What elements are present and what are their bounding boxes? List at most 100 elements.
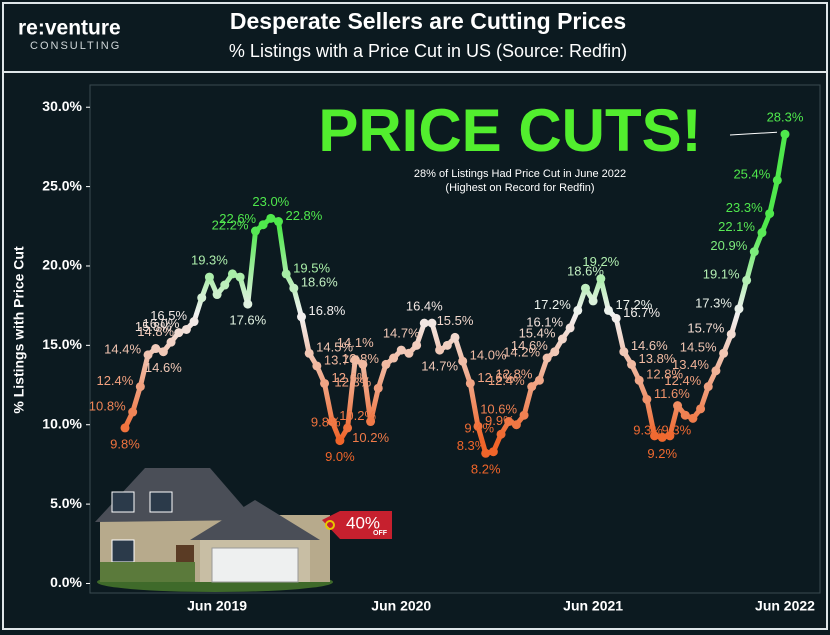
data-label: 15.4% [519,325,556,340]
y-tick-label: 30.0% [42,98,82,114]
data-label: 14.0% [470,348,507,363]
data-label: 9.9% [485,413,515,428]
data-label: 19.2% [582,254,619,269]
data-label: 16.0% [143,316,180,331]
point [473,421,483,431]
point [181,324,191,334]
data-label: 14.1% [337,335,374,350]
data-label: 12.6% [332,370,369,385]
data-label: 16.4% [406,299,443,314]
data-label: 16.8% [309,303,346,318]
data-label: 9.3% [662,422,692,437]
data-label: 16.5% [150,308,187,323]
annotation-line: 28% of Listings Had Price Cut in June 20… [414,168,626,180]
data-label: 15.5% [437,313,474,328]
data-label: 25.4% [733,167,770,182]
point [673,401,683,411]
point [197,293,207,303]
point [427,318,437,328]
point [588,296,598,306]
point [565,323,575,333]
y-tick-label: 20.0% [42,257,82,273]
point [128,407,138,417]
data-label: 13.4% [672,357,709,372]
data-label: 12.8% [646,367,683,382]
point [765,209,775,219]
data-label: 17.3% [695,295,732,310]
point [519,410,529,420]
house-illustration [95,468,392,592]
point [289,283,299,293]
y-tick-label: 5.0% [50,495,82,511]
point [220,280,230,290]
point [143,350,153,360]
logo-tagline: CONSULTING [30,40,121,52]
point [212,290,222,300]
point [320,378,330,388]
point [120,423,130,433]
point [688,413,698,423]
y-tick-label: 10.0% [42,415,82,431]
point [281,269,291,279]
data-label: 19.5% [293,260,330,275]
data-label: 12.6% [477,370,514,385]
data-label: 20.9% [710,238,747,253]
point [389,353,399,363]
x-tick-label: Jun 2022 [755,598,815,614]
data-label: 12.4% [664,373,701,388]
point [442,340,452,350]
data-label: 9.3% [633,422,663,437]
data-label: 14.4% [104,341,141,356]
data-label: 13.7% [324,352,361,367]
data-label: 9.4% [464,421,494,436]
point [619,347,629,357]
point [703,382,713,392]
data-label: 14.7% [383,326,420,341]
chart-title: Desperate Sellers are Cutting Prices [230,8,626,34]
data-label: 9.2% [647,446,677,461]
data-label: 18.6% [567,264,604,279]
point [527,382,537,392]
point [542,353,552,363]
point [396,345,406,355]
point [534,375,544,385]
point [297,312,307,322]
point [450,332,460,342]
point [435,345,445,355]
data-label: 9.8% [311,414,341,429]
point [627,359,637,369]
y-tick-label: 0.0% [50,574,82,590]
point [304,348,314,358]
data-label: 15.8% [135,319,172,334]
data-label: 17.2% [615,297,652,312]
point [742,275,752,285]
point [481,448,491,458]
data-label: 8.3% [457,438,487,453]
data-label: 17.6% [229,313,266,328]
point [634,375,644,385]
x-tick-label: Jun 2020 [371,598,431,614]
data-label: 14.5% [316,340,353,355]
point [250,226,260,236]
data-label: 13.8% [342,351,379,366]
point [158,347,168,357]
point [350,355,360,365]
point [235,272,245,282]
point [166,337,176,347]
point [312,361,322,371]
data-label: 16.1% [526,314,563,329]
point [642,394,652,404]
point [734,304,744,314]
point [381,359,391,369]
point [504,417,514,427]
data-label: 12.4% [488,373,525,388]
point [327,417,337,427]
data-label: 16.7% [623,305,660,320]
point [726,329,736,339]
data-label: 15.7% [687,321,724,336]
point [665,431,675,441]
badge-value: 40% [346,513,380,532]
data-label: 19.3% [191,253,228,268]
point [719,348,729,358]
data-label: 8.2% [471,462,501,477]
